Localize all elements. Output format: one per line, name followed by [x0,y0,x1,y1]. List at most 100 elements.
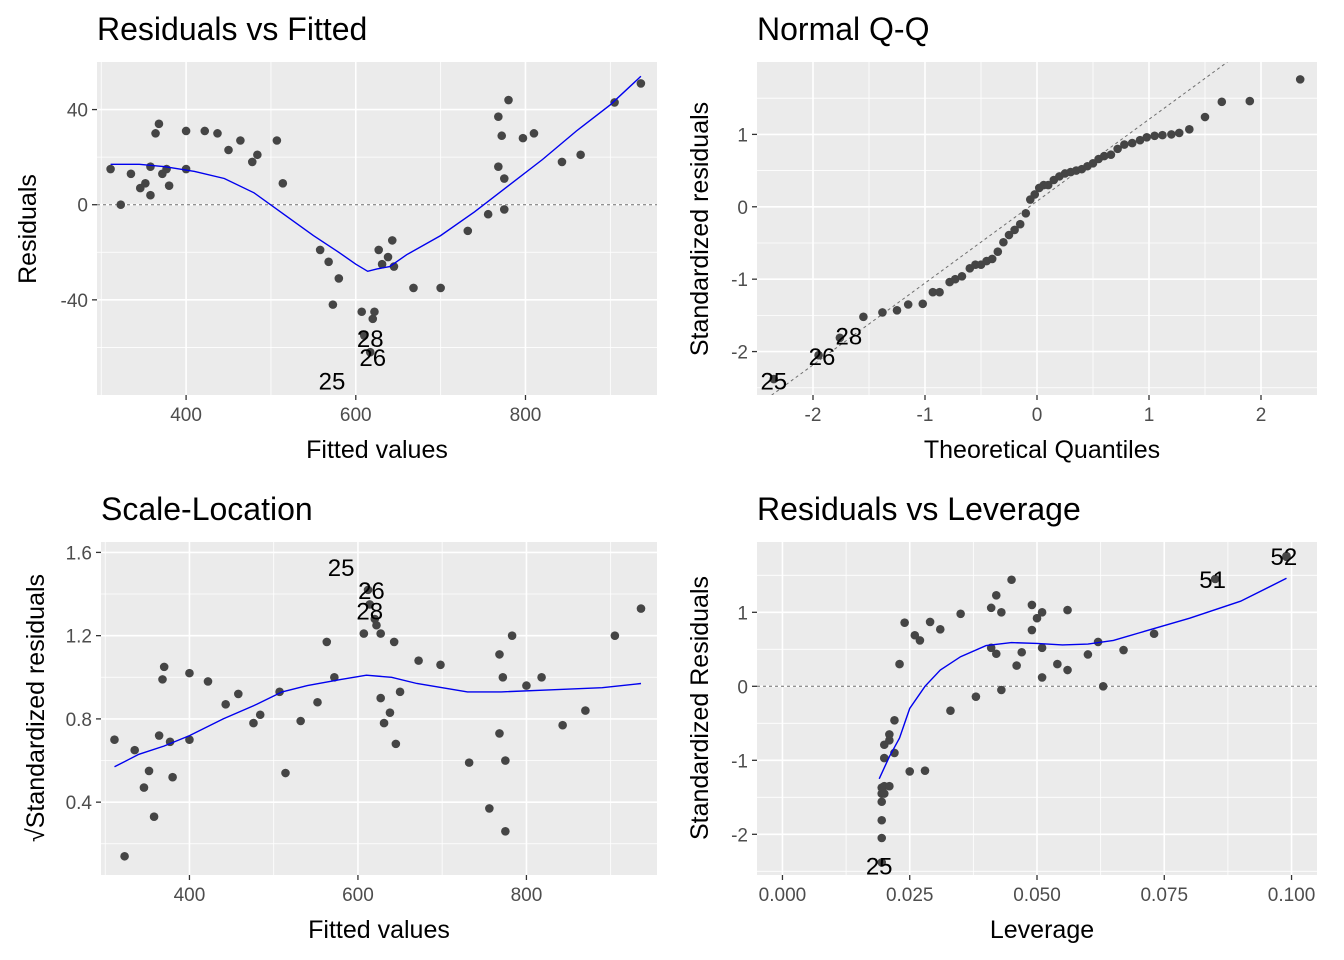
data-point [328,300,338,309]
plot-panel-background [101,542,657,875]
data-point [1119,645,1128,655]
point-label: 51 [1199,567,1226,594]
data-point [414,656,423,665]
x-tick-label: 600 [340,405,372,426]
data-point [1004,230,1014,240]
panel-title: Scale-Location [101,491,313,527]
panel-title: Residuals vs Leverage [757,491,1081,527]
data-point [379,718,389,728]
data-point [1150,131,1159,141]
point-label: 25 [319,369,346,396]
data-point [144,766,154,776]
data-point [1174,128,1184,138]
data-point [495,729,504,738]
data-point [359,331,369,340]
data-point [997,608,1006,617]
data-point [120,851,129,861]
point-label: 28 [356,599,383,626]
data-point [950,274,960,284]
data-point [376,629,385,638]
x-tick-label: 0 [1032,405,1043,426]
data-point [1015,219,1025,229]
data-point [925,617,935,627]
data-point [1106,150,1116,159]
data-point [164,181,174,190]
data-point [636,79,646,88]
data-point [1093,637,1103,647]
data-point [383,252,393,262]
data-point [878,308,887,317]
data-point [1200,112,1210,122]
x-axis-title: Fitted values [306,436,448,464]
data-point [997,685,1006,695]
data-point [281,768,290,778]
y-tick-label: 0 [737,677,748,698]
data-point [203,677,213,686]
data-point [971,692,981,701]
data-point [249,718,258,728]
data-point [185,668,194,678]
y-tick-label: 1.2 [66,627,92,648]
data-point [377,259,387,269]
data-point [892,306,902,315]
data-point [1017,647,1027,657]
y-axis-title: Residuals [14,174,42,284]
data-point [1113,144,1122,154]
x-tick-label: 0.075 [1140,885,1188,906]
data-point [110,735,119,745]
point-label: 26 [359,345,386,372]
data-point [370,307,379,317]
data-point [986,603,996,613]
data-point [890,716,899,725]
data-point [464,758,474,767]
data-point [236,136,245,145]
data-point [507,631,517,640]
x-tick-label: 0.050 [1013,885,1061,906]
data-point [116,200,126,210]
data-point [1295,75,1305,84]
data-point [557,157,567,167]
data-point [498,672,508,682]
data-point [895,659,904,669]
x-tick-label: 800 [511,885,543,906]
data-point [146,190,155,200]
data-point [946,706,955,716]
smooth-trend-line [878,577,1287,780]
data-point [610,98,619,107]
y-tick-label: 0.4 [66,793,93,814]
data-point [522,681,531,690]
data-point [272,136,282,145]
data-point [835,333,845,343]
data-point [879,789,889,798]
y-tick-label: -40 [61,291,88,312]
x-tick-label: 0.100 [1268,885,1316,906]
x-tick-label: 400 [170,405,202,426]
data-point [935,287,944,297]
data-point [255,710,265,720]
data-point [1099,151,1109,161]
data-point [905,767,915,776]
point-label: 26 [809,344,836,371]
data-point [158,675,167,684]
x-axis-title: Leverage [990,916,1094,944]
data-point [151,129,160,138]
data-point [1120,140,1129,149]
data-point [1037,608,1047,617]
data-point [387,236,397,245]
data-point [374,245,383,255]
data-point [106,164,115,174]
data-point [494,162,503,171]
data-point [576,150,585,160]
data-point [494,112,503,122]
x-tick-label: 0.025 [886,885,934,906]
data-point [558,720,567,730]
data-point [501,826,510,836]
y-tick-label: -2 [731,825,748,846]
data-point [385,708,395,717]
data-point [234,689,243,699]
y-tick-label: 0 [77,196,88,217]
point-label: 52 [1271,544,1298,571]
y-tick-label: 1 [737,603,748,624]
data-point [1007,575,1016,585]
data-point [1282,552,1291,562]
